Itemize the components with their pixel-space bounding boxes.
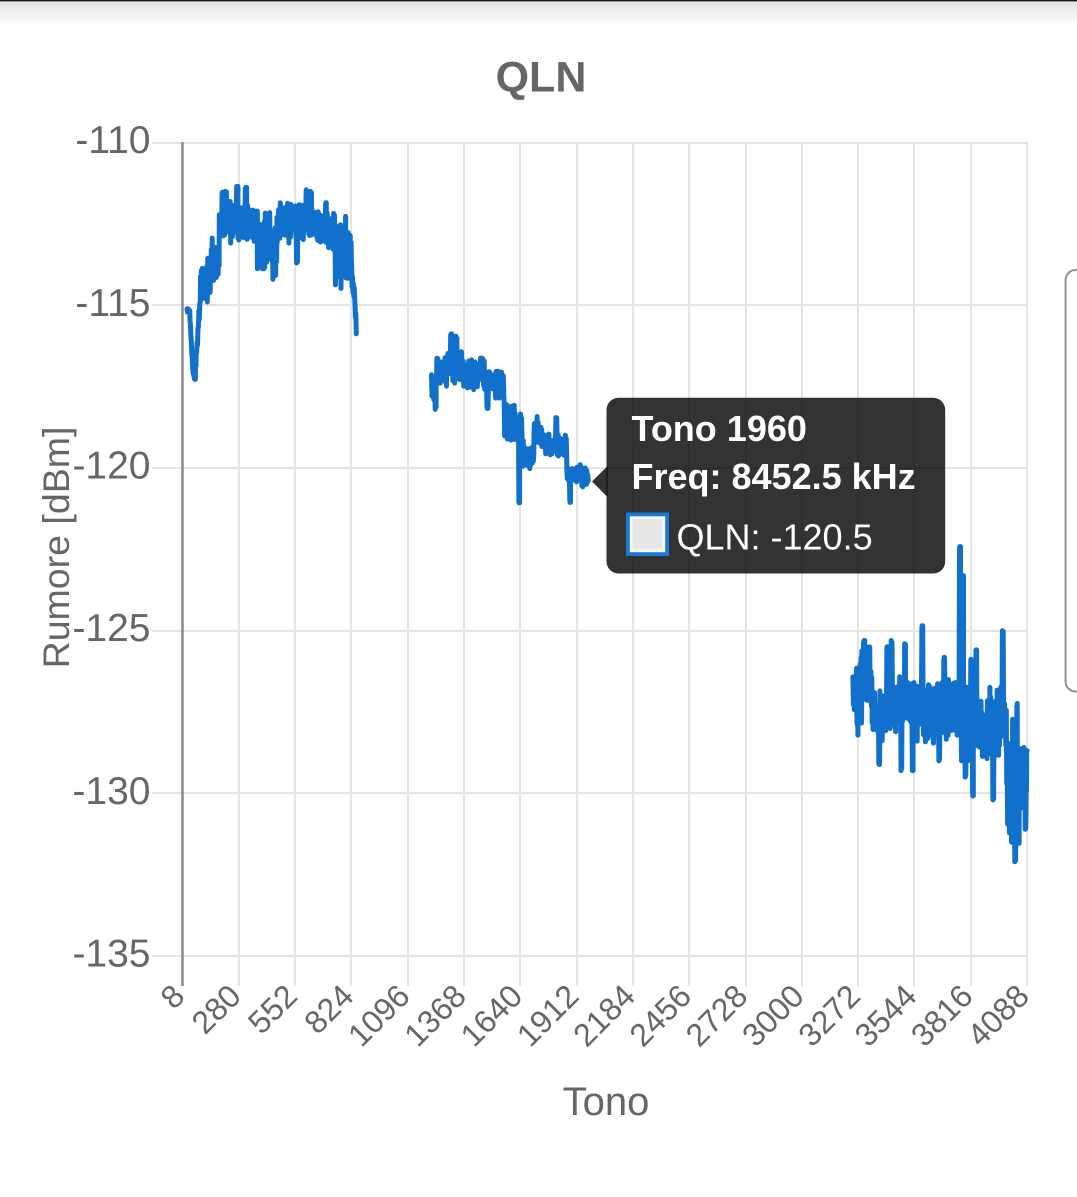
- svg-text:-120: -120: [72, 445, 150, 488]
- svg-text:2456: 2456: [622, 977, 698, 1053]
- svg-text:QLN: QLN: [496, 54, 587, 102]
- svg-text:Tono: Tono: [563, 1080, 650, 1124]
- svg-text:2184: 2184: [566, 977, 642, 1053]
- svg-text:1640: 1640: [453, 977, 529, 1053]
- svg-text:2728: 2728: [679, 977, 755, 1053]
- svg-text:280: 280: [185, 977, 248, 1040]
- svg-text:Tono 1960: Tono 1960: [632, 408, 807, 449]
- svg-text:8: 8: [153, 977, 191, 1015]
- svg-text:-135: -135: [72, 933, 150, 976]
- svg-text:-110: -110: [75, 119, 150, 162]
- svg-text:1368: 1368: [397, 977, 473, 1053]
- svg-text:1912: 1912: [510, 977, 586, 1053]
- svg-text:4088: 4088: [960, 977, 1036, 1053]
- svg-text:-115: -115: [75, 282, 150, 325]
- svg-text:3272: 3272: [791, 977, 867, 1053]
- svg-text:3544: 3544: [848, 977, 924, 1053]
- svg-text:552: 552: [241, 977, 304, 1040]
- svg-text:1096: 1096: [341, 977, 417, 1053]
- svg-text:QLN: -120.5: QLN: -120.5: [677, 517, 873, 558]
- svg-text:-130: -130: [72, 770, 150, 813]
- svg-text:Freq: 8452.5 kHz: Freq: 8452.5 kHz: [632, 456, 916, 497]
- svg-text:3000: 3000: [735, 977, 811, 1053]
- svg-text:Rumore [dBm]: Rumore [dBm]: [35, 427, 77, 669]
- svg-text:3816: 3816: [904, 977, 980, 1053]
- svg-text:-125: -125: [72, 607, 150, 650]
